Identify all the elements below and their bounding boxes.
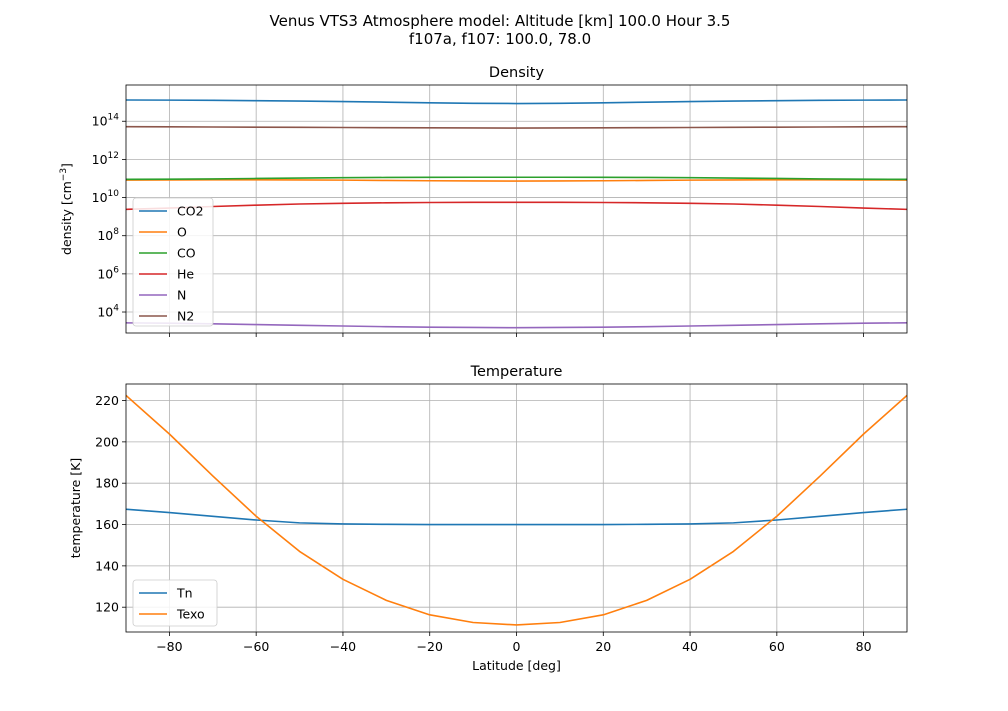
temperature-chart: Temperature −80 −60 −40 −20 0 20 40 60 80 120 140 1…	[68, 364, 908, 673]
temperature-ytick-label: 140	[95, 558, 119, 573]
density-legend-label-co2: CO2	[177, 204, 204, 219]
temperature-xtick-label: 80	[856, 639, 872, 654]
temperature-ytick-label: 180	[95, 476, 119, 491]
density-ylabel: density [cm−3]	[59, 163, 74, 255]
density-ytick-label: 104	[97, 304, 119, 320]
temperature-ytick-label: 160	[95, 517, 119, 532]
temperature-legend: Tn Texo	[132, 579, 218, 627]
density-series-n	[126, 322, 907, 329]
density-legend-label-o: O	[177, 225, 187, 240]
density-ytick-label: 1012	[92, 151, 119, 167]
density-legend-label-he: He	[177, 267, 194, 282]
density-legend-label-n2: N2	[177, 309, 194, 324]
temperature-legend-label-texo: Texo	[176, 607, 205, 622]
density-legend-label-co: CO	[177, 246, 196, 261]
density-series-co	[126, 176, 907, 181]
density-series-n2	[126, 125, 907, 129]
temperature-xtick-label: 20	[595, 639, 611, 654]
density-series-co2	[126, 99, 907, 105]
temperature-ylabel: temperature [K]	[68, 458, 83, 559]
temperature-ytick-label: 200	[95, 434, 119, 449]
temperature-chart-title: Temperature	[470, 364, 563, 380]
density-series-o	[126, 179, 907, 182]
density-chart: Density 104 106 108 1010 1012 1014 density [cm…	[59, 65, 908, 337]
density-series-he	[126, 201, 907, 211]
temperature-xlabel: Latitude [deg]	[472, 658, 561, 673]
temperature-xtick-label: 60	[769, 639, 785, 654]
density-legend-box	[132, 197, 214, 327]
temperature-ytick-label: 120	[95, 600, 119, 615]
density-ytick-label: 1010	[92, 189, 120, 205]
temperature-xtick-label: −40	[330, 639, 356, 654]
density-legend: CO2 O CO He N N2	[132, 197, 214, 327]
density-ytick-label: 1014	[92, 113, 120, 129]
temperature-ytick-label: 220	[95, 393, 119, 408]
temperature-xtick-label: −60	[243, 639, 269, 654]
temperature-legend-label-tn: Tn	[176, 586, 193, 601]
temperature-xtick-label: 40	[682, 639, 698, 654]
temperature-series-tn	[126, 508, 907, 526]
density-chart-title: Density	[489, 65, 545, 81]
figure-title-line1: Venus VTS3 Atmosphere model: Altitude [k…	[270, 12, 731, 30]
temperature-frame	[125, 383, 908, 633]
temperature-xtick-label: 0	[513, 639, 521, 654]
density-legend-label-n: N	[177, 288, 186, 303]
temperature-xtick-label: −20	[417, 639, 443, 654]
temperature-series-texo	[126, 394, 907, 626]
density-ytick-label: 108	[97, 227, 119, 243]
temperature-xtick-label: −80	[156, 639, 182, 654]
figure-title-line2: f107a, f107: 100.0, 78.0	[409, 30, 591, 48]
density-ytick-label: 106	[97, 265, 119, 281]
density-frame	[125, 84, 908, 334]
